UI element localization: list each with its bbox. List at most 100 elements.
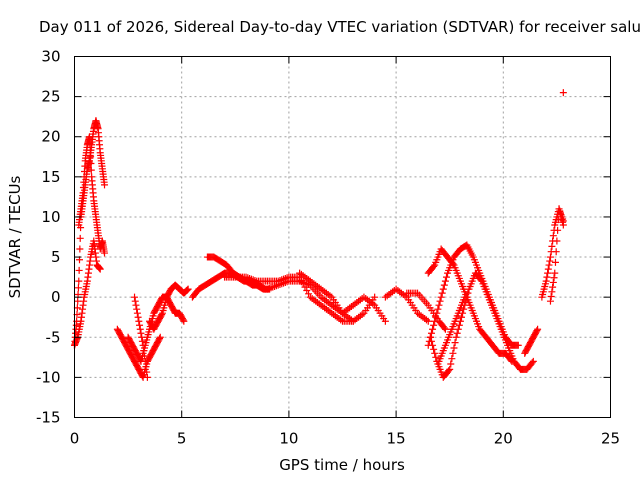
data-point <box>452 333 460 341</box>
data-point <box>158 311 166 319</box>
data-point <box>551 269 559 277</box>
data-point <box>437 293 445 301</box>
data-point <box>440 281 448 289</box>
x-axis-label: GPS time / hours <box>279 456 405 474</box>
data-point <box>87 153 95 161</box>
data-point <box>433 309 441 317</box>
data-point <box>546 253 554 261</box>
data-point <box>441 325 449 333</box>
plot-frame <box>74 56 611 418</box>
data-point <box>74 297 82 305</box>
x-tick-label: 0 <box>70 430 80 448</box>
data-point <box>546 257 554 265</box>
data-point <box>156 335 164 343</box>
data-point <box>133 309 141 317</box>
data-point <box>554 226 562 234</box>
data-point <box>436 297 444 305</box>
grid-lines <box>74 56 611 418</box>
data-point <box>76 234 84 242</box>
data-point <box>136 325 144 333</box>
data-point <box>446 365 454 373</box>
data-point <box>74 284 82 292</box>
data-point <box>439 285 447 293</box>
series-sat-g <box>146 281 192 333</box>
data-point <box>76 245 84 253</box>
data-point <box>441 277 449 285</box>
series-sat-r <box>435 293 469 365</box>
data-point <box>183 286 191 294</box>
data-point <box>445 367 453 375</box>
data-point <box>75 277 83 285</box>
data-point <box>438 289 446 297</box>
data-point <box>180 317 188 325</box>
series-sat-v <box>559 89 567 97</box>
data-point <box>553 237 561 245</box>
data-point <box>133 305 141 313</box>
data-point <box>136 356 144 364</box>
data-point <box>134 313 142 321</box>
series-sat-f <box>131 293 151 381</box>
data-point <box>86 146 94 154</box>
data-point <box>138 337 146 345</box>
data-point <box>551 258 559 266</box>
data-point <box>542 277 550 285</box>
data-point <box>514 341 522 349</box>
data-point <box>529 357 537 365</box>
data-point <box>449 260 457 268</box>
data-point <box>461 293 469 301</box>
y-axis-label: SDTVAR / TECUs <box>6 175 24 298</box>
data-point <box>156 333 164 341</box>
data-point <box>430 321 438 329</box>
data-point <box>424 317 432 325</box>
chart-title: Day 011 of 2026, Sidereal Day-to-day VTE… <box>39 18 640 36</box>
y-tick-label: 10 <box>41 208 60 226</box>
data-point <box>87 166 95 174</box>
data-point <box>448 355 456 363</box>
y-tick-label: 25 <box>41 88 60 106</box>
y-tick-label: 15 <box>41 168 60 186</box>
data-point <box>552 248 560 256</box>
data-point <box>132 301 140 309</box>
data-point <box>432 353 440 361</box>
data-point <box>139 341 147 349</box>
data-point <box>447 360 455 368</box>
data-point <box>131 297 139 305</box>
data-point <box>431 349 439 357</box>
data-point <box>451 339 459 347</box>
series-sat-l <box>296 269 389 325</box>
data-point <box>303 286 311 294</box>
data-point <box>136 321 144 329</box>
x-tick-label: 10 <box>279 430 298 448</box>
y-tick-label: -15 <box>36 409 61 427</box>
data-point <box>427 337 435 345</box>
data-point <box>435 301 443 309</box>
data-point <box>449 349 457 357</box>
data-point <box>381 317 389 325</box>
y-tick-label: 30 <box>41 48 60 66</box>
data-point <box>96 265 104 273</box>
data-point <box>101 249 109 257</box>
data-point <box>549 278 557 286</box>
series-sat-d <box>113 325 164 381</box>
data-point <box>548 288 556 296</box>
series-sat-c <box>71 237 104 349</box>
data-point <box>547 292 555 300</box>
data-point <box>549 283 557 291</box>
data-point <box>554 216 562 224</box>
data-point <box>544 269 552 277</box>
data-point <box>430 345 438 353</box>
data-point <box>442 273 450 281</box>
data-point <box>533 327 541 335</box>
data-point <box>426 333 434 341</box>
data-point <box>141 352 149 360</box>
x-tick-labels: 0 5 10 15 20 25 <box>70 430 620 448</box>
data-point <box>73 304 81 312</box>
x-tick-label: 20 <box>494 430 513 448</box>
x-tick-label: 15 <box>387 430 406 448</box>
data-point <box>135 317 143 325</box>
data-point <box>75 266 83 274</box>
y-tick-labels: -15 -10 -5 0 5 10 15 20 25 30 <box>36 48 61 427</box>
series-sat-k <box>263 277 379 325</box>
y-tick-label: -10 <box>36 368 61 386</box>
